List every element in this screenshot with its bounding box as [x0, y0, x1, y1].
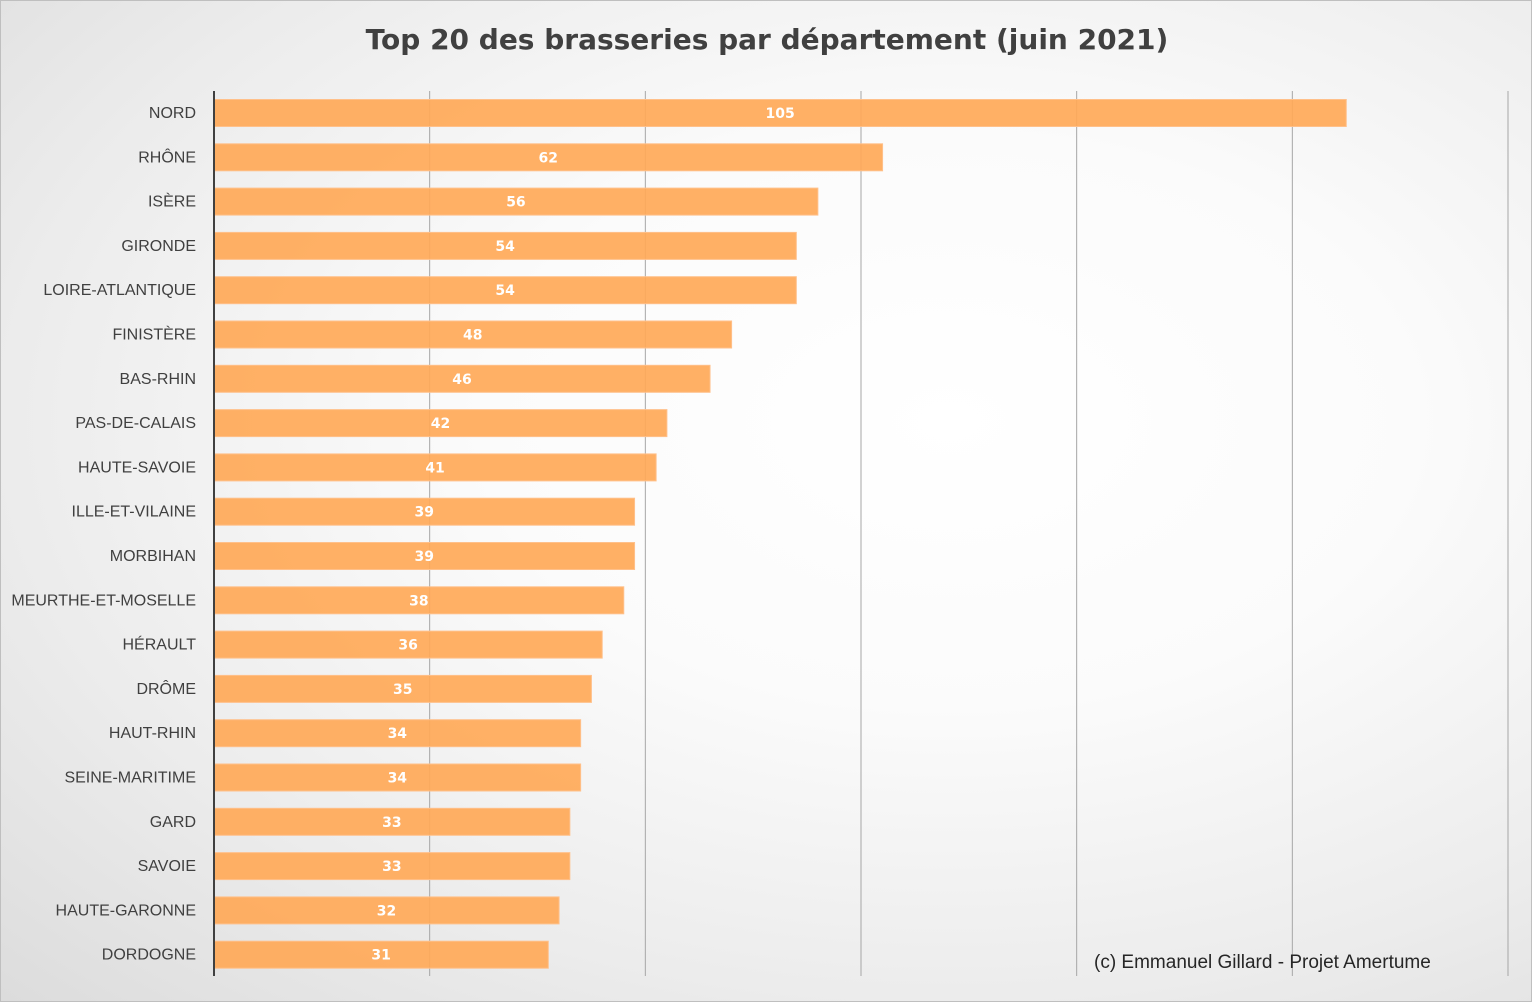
data-label: 35 — [393, 682, 412, 698]
data-label: 39 — [415, 549, 434, 565]
category-label: SAVOIE — [138, 858, 196, 875]
data-label: 39 — [415, 505, 434, 521]
bar — [213, 497, 636, 526]
data-label: 41 — [425, 460, 444, 476]
category-label: FINISTÈRE — [112, 325, 196, 344]
bar — [213, 409, 668, 438]
category-label: DRÔME — [136, 679, 196, 698]
bar — [213, 674, 592, 703]
category-label: DORDOGNE — [102, 947, 196, 964]
category-label: HAUTE-SAVOIE — [78, 459, 196, 476]
bar — [213, 896, 560, 925]
bar — [213, 99, 1347, 127]
data-label: 62 — [539, 150, 558, 166]
category-label: GARD — [150, 814, 196, 831]
category-label: PAS-DE-CALAIS — [75, 415, 196, 432]
category-label: LOIRE-ATLANTIQUE — [43, 282, 196, 299]
category-label: ISÈRE — [148, 192, 196, 211]
bar — [213, 852, 571, 881]
data-label: 105 — [766, 106, 795, 122]
bar — [213, 940, 549, 969]
data-label: 33 — [382, 815, 401, 831]
category-label: HAUT-RHIN — [109, 725, 196, 742]
category-label: NORD — [149, 105, 196, 122]
data-label: 33 — [382, 859, 401, 875]
bar — [213, 320, 733, 349]
bar — [213, 542, 636, 570]
bar — [213, 719, 582, 748]
data-label: 34 — [388, 726, 408, 742]
category-label: HAUTE-GARONNE — [56, 902, 196, 919]
data-label: 36 — [398, 638, 417, 654]
credit-annotation: (c) Emmanuel Gillard - Projet Amertume — [1094, 952, 1431, 973]
data-label: 54 — [495, 239, 515, 255]
category-label: HÉRAULT — [123, 635, 197, 654]
data-label: 48 — [463, 328, 482, 344]
bar — [213, 586, 625, 615]
bar — [213, 763, 582, 792]
data-label: 56 — [506, 195, 525, 211]
category-label: RHÔNE — [138, 147, 196, 166]
category-label: BAS-RHIN — [120, 371, 196, 388]
data-label: 38 — [409, 593, 428, 609]
data-label: 32 — [377, 903, 396, 919]
data-label: 42 — [431, 416, 450, 432]
category-label: SEINE-MARITIME — [64, 770, 196, 787]
chart-title: Top 20 des brasseries par département (j… — [365, 23, 1169, 56]
category-label: MORBIHAN — [110, 548, 196, 565]
bar — [213, 187, 819, 216]
data-label: 31 — [371, 948, 390, 964]
category-label: GIRONDE — [121, 238, 196, 255]
bar — [213, 276, 797, 305]
bar — [213, 807, 571, 836]
data-label: 34 — [388, 771, 408, 787]
data-label: 46 — [452, 372, 471, 388]
bar — [213, 231, 797, 260]
category-label: MEURTHE-ET-MOSELLE — [11, 592, 196, 609]
category-label: ILLE-ET-VILAINE — [72, 504, 197, 521]
bar — [213, 364, 711, 393]
data-label: 54 — [495, 283, 515, 299]
